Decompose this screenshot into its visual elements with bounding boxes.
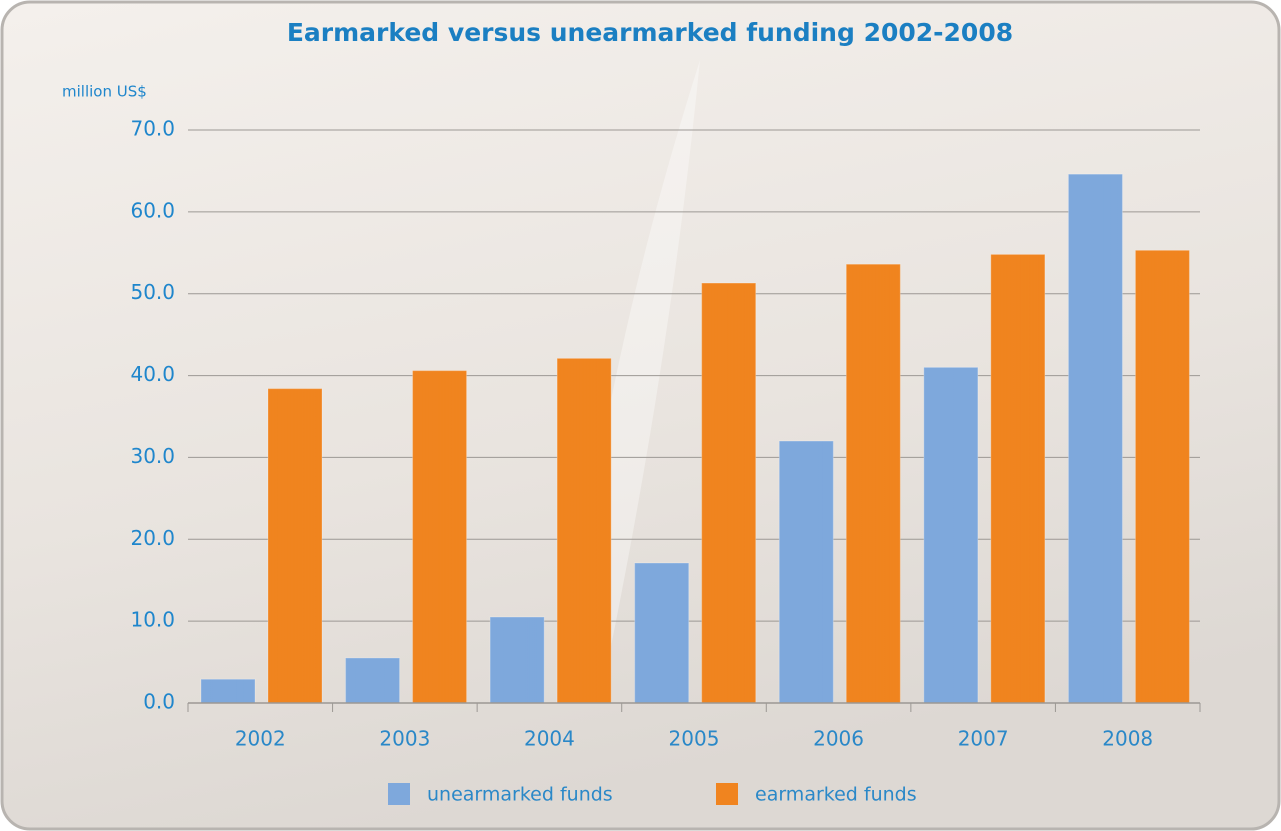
x-tick-label: 2008 [1102,727,1153,751]
y-tick-label: 70.0 [130,117,175,141]
x-tick-label: 2003 [379,727,430,751]
chart-title: Earmarked versus unearmarked funding 200… [287,18,1013,47]
y-tick-label: 40.0 [130,362,175,386]
y-tick-label: 30.0 [130,444,175,468]
y-tick-label: 10.0 [130,608,175,632]
x-tick-label: 2002 [235,727,286,751]
bar-shade [200,678,256,704]
legend-label: earmarked funds [755,784,917,806]
y-tick-label: 50.0 [130,280,175,304]
bar-shade [1067,173,1123,704]
legend-label: unearmarked funds [427,784,613,806]
legend-swatch [388,783,410,805]
bar-shade [556,357,612,704]
y-axis-label: million US$ [62,83,147,101]
x-tick-label: 2006 [813,727,864,751]
bar-shade [778,440,834,704]
x-tick-label: 2007 [958,727,1009,751]
bar-shade [634,562,690,704]
bar-shade [412,370,468,704]
y-tick-label: 0.0 [143,690,175,714]
bar-shade [1134,249,1190,704]
bar-shade [345,657,401,704]
y-tick-label: 20.0 [130,526,175,550]
bar-shade [990,253,1046,704]
bar-shade [923,366,979,704]
x-tick-label: 2004 [524,727,575,751]
bar-shade [267,388,323,704]
bar-shade [489,616,545,704]
bar-shade [701,282,757,704]
legend-swatch [716,783,738,805]
y-tick-label: 60.0 [130,198,175,222]
bar-shade [845,263,901,704]
x-tick-label: 2005 [669,727,720,751]
